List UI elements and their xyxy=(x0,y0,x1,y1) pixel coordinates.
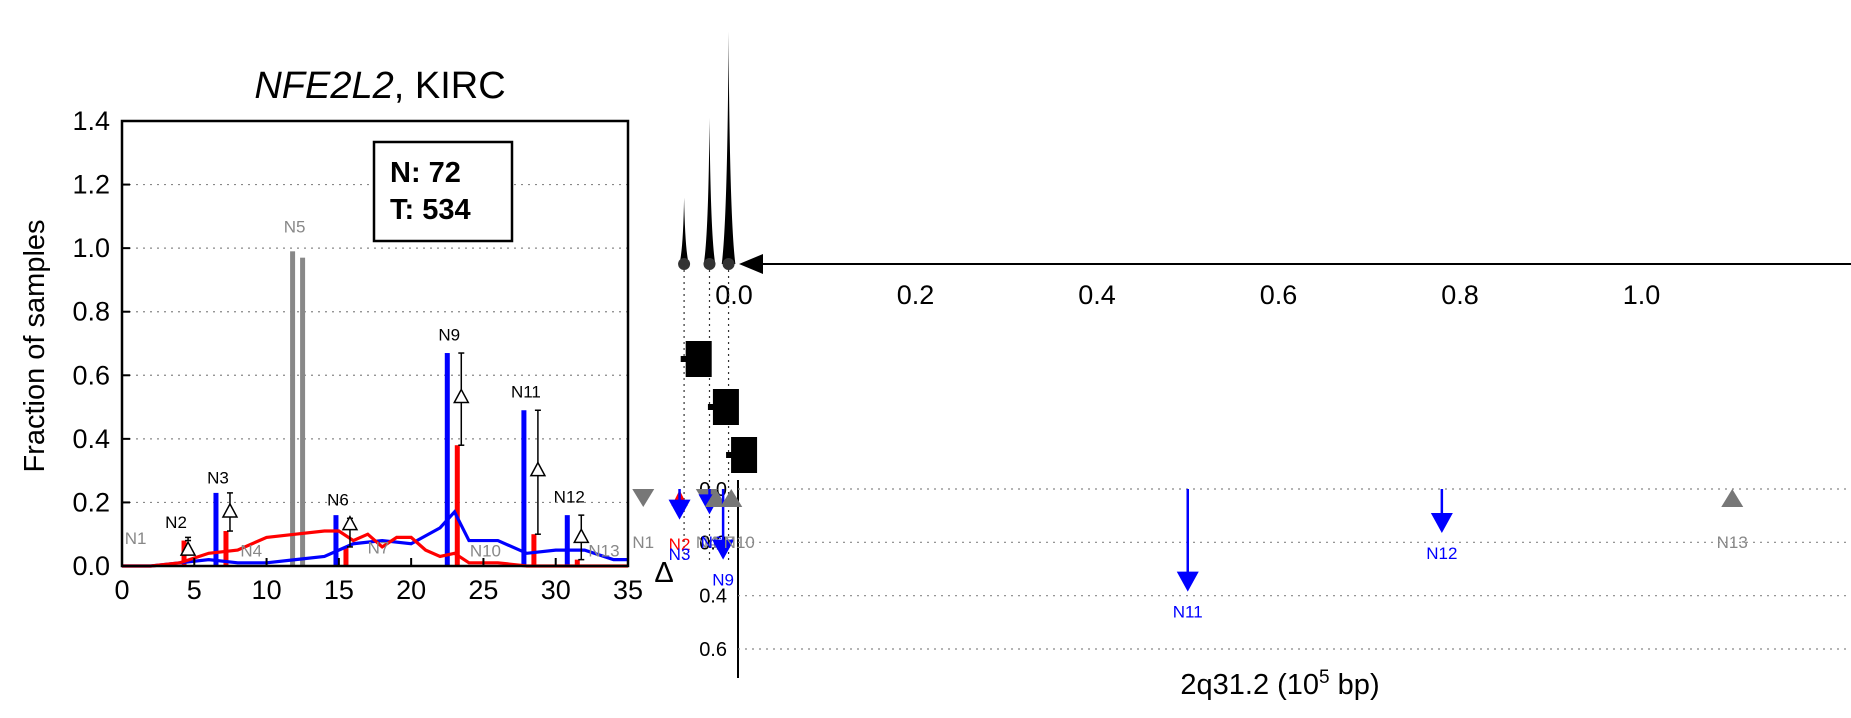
density-peak xyxy=(703,117,716,264)
peak-label: N5 xyxy=(284,217,306,236)
tumor-bar xyxy=(574,559,580,566)
left-y-tick-label: 0.2 xyxy=(72,487,110,517)
legend-box: N: 72 T: 534 xyxy=(372,140,514,243)
point-label: N2 xyxy=(669,535,691,554)
left-y-tick-label: 1.2 xyxy=(72,170,110,200)
point-label: N4 xyxy=(696,533,718,552)
right-x-axis-label: 2q31.2 (105 bp) xyxy=(1180,667,1379,701)
normal-bar xyxy=(564,515,570,566)
delta-marker xyxy=(453,387,470,404)
left-x-tick-label: 5 xyxy=(187,575,202,605)
right-y-tick-label: 0.6 xyxy=(699,639,727,661)
left-x-tick-label: 25 xyxy=(468,575,498,605)
gene-model xyxy=(712,389,739,425)
gene-model-stub xyxy=(680,356,689,362)
right-x-tick-label: 0.2 xyxy=(897,280,935,310)
point-label: N1 xyxy=(632,533,654,552)
peak-label: N13 xyxy=(588,541,619,560)
left-y-axis-label: Fraction of samples xyxy=(19,219,51,472)
normal-density-line xyxy=(122,509,628,568)
density-peak xyxy=(679,197,689,264)
delta-marker xyxy=(221,502,239,518)
right-position-chart: 0.00.20.40.60.81.0 0.00.20.40.6 N1N2N3N4… xyxy=(632,31,1851,701)
left-y-tick-label: 1.4 xyxy=(72,106,110,136)
left-x-tick-label: 20 xyxy=(396,575,426,605)
gene-model xyxy=(685,341,712,377)
point-label: N3 xyxy=(669,545,691,564)
point-label: N11 xyxy=(1173,603,1203,622)
right-x-tick-label: 0.8 xyxy=(1441,280,1479,310)
blue-arrow-head xyxy=(668,499,691,520)
delta-marker xyxy=(573,527,590,544)
peak-label: N9 xyxy=(438,325,460,344)
blue-arrow-head xyxy=(1430,513,1453,533)
gene-model-stub xyxy=(726,452,735,458)
point-label: N12 xyxy=(1426,544,1457,563)
left-x-tick-label: 10 xyxy=(252,575,282,605)
right-y-axis-label: Δ xyxy=(654,557,673,589)
delta-marker xyxy=(179,540,197,556)
left-plot-frame xyxy=(120,119,630,568)
density-peak xyxy=(721,31,736,264)
legend-tumor-count: T: 534 xyxy=(390,194,471,226)
tumor-bar xyxy=(223,531,229,566)
gray-up-marker xyxy=(720,489,743,507)
peak-label: N3 xyxy=(207,468,229,487)
blue-arrow-head xyxy=(712,539,735,560)
gene-model-stub xyxy=(707,404,716,410)
gray-bar xyxy=(290,251,296,567)
delta-marker xyxy=(341,515,359,531)
right-x-tick-label: 1.0 xyxy=(1623,280,1661,310)
left-bar-chart: NFE2L2, KIRC N1 N2 N3 N4 N5 N6 N7 N9 N10 N11 N12 N1… xyxy=(19,65,643,605)
right-x-tick-label: 0.6 xyxy=(1260,280,1298,310)
left-x-tick-label: 15 xyxy=(324,575,354,605)
left-x-tick-label: 35 xyxy=(613,575,643,605)
blue-arrow-head xyxy=(1176,571,1199,592)
point-label: N9 xyxy=(712,571,734,590)
normal-bar xyxy=(444,353,450,566)
tumor-bar xyxy=(343,546,349,566)
left-y-tick-label: 1.0 xyxy=(72,233,110,263)
left-y-tick-label: 0.8 xyxy=(72,297,110,327)
gray-up-marker xyxy=(704,489,727,507)
peak-label: N7 xyxy=(368,538,390,557)
peak-label: N11 xyxy=(511,383,541,402)
left-arrow-icon xyxy=(739,254,763,274)
gene-model xyxy=(731,437,758,473)
left-x-tick-label: 30 xyxy=(541,575,571,605)
left-y-tick-label: 0.4 xyxy=(72,424,110,454)
gray-up-marker xyxy=(1721,489,1744,507)
left-y-tick-label: 0.6 xyxy=(72,360,110,390)
point-label: N10 xyxy=(724,533,755,552)
legend-normal-count: N: 72 xyxy=(390,157,461,189)
point-label: N13 xyxy=(1717,533,1748,552)
gray-down-marker xyxy=(632,489,655,507)
peak-label: N1 xyxy=(125,529,147,548)
peak-label: N6 xyxy=(327,491,349,510)
tumor-bar xyxy=(531,534,537,566)
tumor-bar xyxy=(454,445,460,566)
left-x-tick-label: 0 xyxy=(114,575,129,605)
peak-label: N10 xyxy=(470,541,501,560)
normal-bar xyxy=(521,410,527,566)
delta-marker xyxy=(529,461,547,477)
right-x-tick-label: 0.4 xyxy=(1078,280,1116,310)
chart-title: NFE2L2, KIRC xyxy=(254,65,505,107)
peak-label: N2 xyxy=(165,513,187,532)
gray-bar xyxy=(300,257,306,566)
peak-label: N4 xyxy=(240,541,262,560)
left-y-tick-label: 0.0 xyxy=(72,551,110,581)
right-y-tick-label: 0.4 xyxy=(699,586,727,608)
normal-bar xyxy=(333,515,339,566)
peak-label: N12 xyxy=(554,487,585,506)
normal-bar xyxy=(213,492,219,566)
right-x-tick-label: 0.0 xyxy=(715,280,753,310)
